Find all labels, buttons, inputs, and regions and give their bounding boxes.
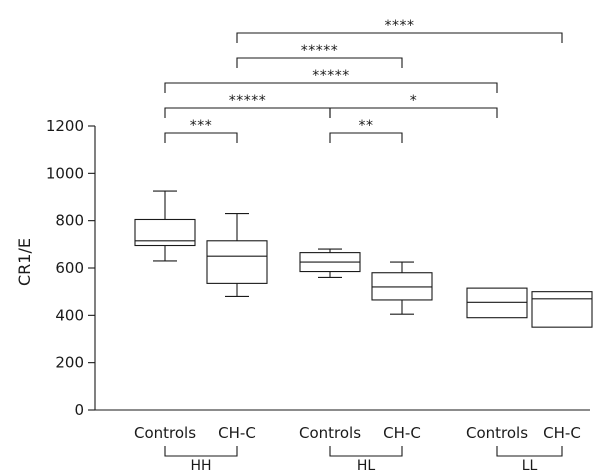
y-tick-label: 1000: [46, 164, 84, 182]
bracket-line: [164, 132, 238, 143]
bracket-line: [164, 107, 331, 118]
significance-bracket: ***: [164, 118, 238, 143]
category-labels: Controls CH-C Controls CH-C Controls CH-C HH HL…: [134, 424, 581, 472]
group-label: LL: [522, 458, 538, 472]
significance-label: ****: [385, 18, 415, 34]
x-category-label: Controls: [134, 424, 196, 442]
box-ll-ch-c: [531, 291, 593, 328]
group-hh: HH: [164, 446, 238, 472]
bracket-line: [236, 57, 403, 68]
box-hh-controls: [134, 190, 196, 262]
box-iqr: [371, 272, 433, 301]
box-ll-controls: [466, 287, 528, 319]
group-label: HL: [357, 458, 376, 472]
box-iqr: [134, 218, 196, 247]
x-category-label: Controls: [466, 424, 528, 442]
significance-bracket: ****: [236, 18, 563, 43]
significance-label: **: [359, 118, 374, 134]
group-hl: HL: [329, 446, 403, 472]
significance-bracket: *****: [164, 68, 498, 93]
y-tick-label: 200: [55, 354, 84, 372]
group-bracket: [164, 446, 238, 457]
boxes: [134, 190, 593, 328]
significance-bracket: *****: [164, 93, 331, 118]
y-axis-label: CR1/E: [15, 238, 34, 286]
bracket-line: [236, 32, 563, 43]
significance-bracket: *: [329, 93, 498, 118]
group-label: HH: [190, 458, 211, 472]
significance-brackets: *** ******* ***************: [164, 18, 563, 143]
x-category-label: CH-C: [543, 424, 581, 442]
box-iqr: [466, 287, 528, 319]
box-hl-controls: [299, 248, 361, 279]
bracket-line: [164, 82, 498, 93]
axes: 0 200 400 600 800 1000 1200: [46, 117, 590, 419]
x-category-label: CH-C: [218, 424, 256, 442]
y-tick-label: 1200: [46, 117, 84, 135]
box-iqr: [531, 291, 593, 328]
x-category-label: CH-C: [383, 424, 421, 442]
y-tick-label: 800: [55, 212, 84, 230]
significance-label: ***: [190, 118, 213, 134]
bracket-line: [329, 132, 403, 143]
x-category-label: Controls: [299, 424, 361, 442]
group-bracket: [496, 446, 563, 457]
box-hh-ch-c: [206, 213, 268, 297]
significance-label: *****: [229, 93, 267, 109]
significance-label: *****: [301, 43, 339, 59]
significance-bracket: *****: [236, 43, 403, 68]
box-iqr: [206, 240, 268, 284]
y-tick-label: 600: [55, 259, 84, 277]
significance-label: *: [410, 93, 418, 109]
y-tick-label: 400: [55, 306, 84, 324]
y-tick-label: 0: [74, 401, 84, 419]
group-bracket: [329, 446, 403, 457]
group-ll: LL: [496, 446, 563, 472]
box-hl-ch-c: [371, 261, 433, 315]
significance-bracket: **: [329, 118, 403, 143]
bracket-line: [329, 107, 498, 118]
significance-label: *****: [312, 68, 350, 84]
